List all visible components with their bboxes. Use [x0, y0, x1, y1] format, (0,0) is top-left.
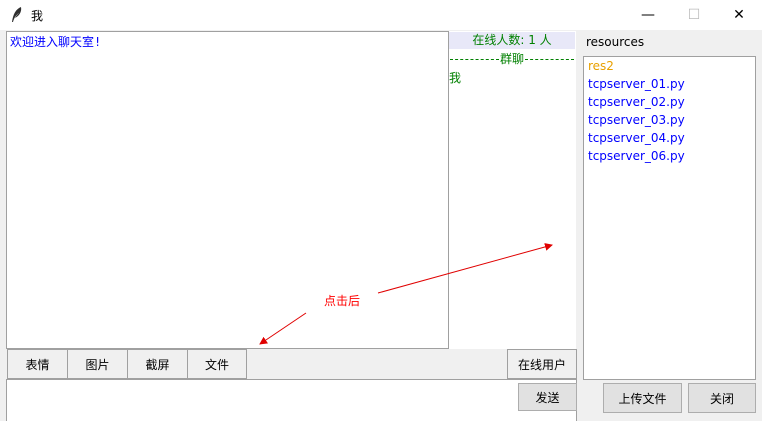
group-chat-label[interactable]: 群聊	[499, 52, 524, 66]
online-users-panel[interactable]: 在线人数: 1 人 群聊 我	[448, 31, 576, 349]
welcome-message: 欢迎进入聊天室!	[10, 35, 102, 49]
online-user-item[interactable]: 我	[449, 71, 462, 85]
resources-title: resources	[586, 35, 645, 49]
annotation-label: 点击后	[324, 294, 361, 308]
window-title: 我	[31, 9, 44, 23]
send-button[interactable]: 发送	[518, 383, 577, 411]
resources-list[interactable]: res2 tcpserver_01.py tcpserver_02.py tcp…	[583, 56, 756, 380]
resource-item[interactable]: tcpserver_02.py	[588, 95, 685, 109]
title-bar	[0, 0, 762, 30]
resource-item[interactable]: tcpserver_04.py	[588, 131, 685, 145]
minimize-button[interactable]: —	[625, 0, 671, 30]
resource-item[interactable]: res2	[588, 59, 614, 73]
close-icon: ✕	[733, 7, 745, 23]
image-button[interactable]: 图片	[67, 349, 128, 379]
emoji-button[interactable]: 表情	[7, 349, 68, 379]
close-button[interactable]: 关闭	[688, 383, 756, 413]
close-window-button[interactable]: ✕	[716, 0, 762, 30]
feather-app-icon	[12, 7, 22, 22]
online-count-header: 在线人数: 1 人	[449, 32, 575, 49]
group-divider-left	[450, 59, 499, 60]
group-divider-right	[525, 59, 574, 60]
minimize-icon: —	[641, 7, 655, 23]
resource-item[interactable]: tcpserver_01.py	[588, 77, 685, 91]
message-input[interactable]	[6, 379, 577, 421]
resource-item[interactable]: tcpserver_06.py	[588, 149, 685, 163]
resource-item[interactable]: tcpserver_03.py	[588, 113, 685, 127]
maximize-button[interactable]: ☐	[671, 0, 717, 30]
screenshot-button[interactable]: 截屏	[127, 349, 188, 379]
online-users-button[interactable]: 在线用户	[507, 349, 577, 379]
chat-display[interactable]: 欢迎进入聊天室!	[6, 31, 449, 349]
upload-file-button[interactable]: 上传文件	[603, 383, 682, 413]
file-button[interactable]: 文件	[187, 349, 247, 379]
maximize-icon: ☐	[687, 7, 701, 23]
